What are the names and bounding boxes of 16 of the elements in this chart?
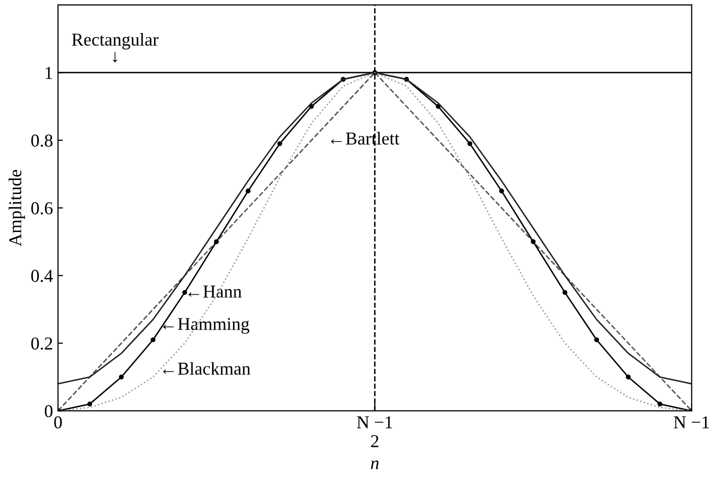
annotation: ←Blackman	[163, 362, 250, 375]
y-tick-label: 0	[44, 405, 52, 418]
y-tick-label: 0.6	[31, 202, 53, 214]
annotation: ←Hamming	[163, 318, 250, 334]
y-tick-label: 1	[46, 66, 52, 79]
x-tick-label: N −1 2	[356, 416, 392, 448]
y-tick-label: 0.4	[31, 270, 53, 282]
y-axis-title: Amplitude	[8, 170, 26, 246]
annotation: ←Hann	[188, 286, 242, 298]
y-tick-label: 0.2	[31, 337, 52, 350]
x-tick-label: N −1	[674, 416, 709, 428]
x-axis-title: n	[370, 460, 379, 470]
x-tick-label: 0	[54, 416, 62, 428]
annotation: ←Bartlett	[330, 132, 400, 145]
y-tick-label: 0.8	[31, 134, 52, 147]
annotation: Rectangular ↓	[72, 33, 158, 63]
